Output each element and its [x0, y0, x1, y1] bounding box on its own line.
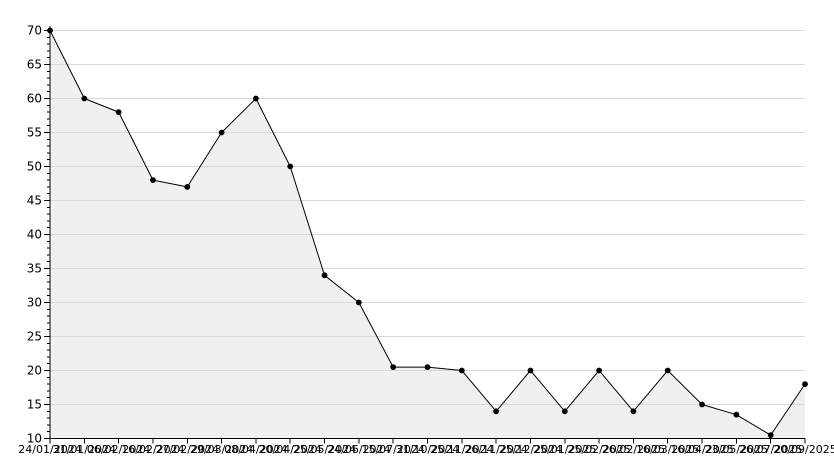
x-axis-label: 25/05/2024 [293, 443, 356, 456]
x-axis-label: 23/05/2025 [705, 443, 768, 456]
x-axis-label: 25/02/2025 [567, 443, 630, 456]
x-axis-label: 31/10/2024 [396, 443, 459, 456]
data-point-marker [561, 408, 568, 415]
data-point-marker [184, 184, 191, 190]
y-axis-label: 20 [27, 364, 42, 378]
data-point-marker [47, 27, 53, 34]
data-point-marker [664, 367, 671, 374]
data-point-marker [493, 408, 500, 415]
x-axis-label: 29/03/2024 [190, 443, 253, 456]
y-axis-label: 30 [27, 296, 42, 310]
x-axis-label: 25/01/2025 [533, 443, 596, 456]
x-axis-label: 27/02/2024 [156, 443, 219, 456]
y-axis-label: 10 [27, 432, 42, 446]
y-axis-label: 55 [27, 126, 42, 140]
data-point-marker [767, 432, 774, 438]
x-axis-label: 20/04/2024 [259, 443, 322, 456]
data-point-marker [321, 272, 328, 279]
y-axis-label: 40 [27, 228, 42, 242]
x-axis-label: 16/02/2024 [121, 443, 184, 456]
data-point-marker [458, 367, 465, 374]
x-axis-label: 24/01/2024 [18, 443, 81, 456]
data-point-marker [424, 364, 431, 370]
x-axis-labels: 24/01/202431/01/202406/02/202416/02/2024… [18, 443, 834, 456]
data-point-marker [699, 401, 705, 408]
x-axis-label: 25/11/2024 [430, 443, 493, 456]
y-axis-label: 45 [27, 194, 42, 208]
x-axis-label: 15/07/2024 [361, 443, 424, 456]
data-point-marker [733, 411, 740, 418]
y-axis-label: 50 [27, 160, 42, 174]
data-point-marker [287, 163, 294, 170]
y-axis-label: 70 [27, 24, 42, 38]
data-point-marker [253, 95, 259, 102]
data-point-marker [527, 367, 534, 374]
x-axis-label: 25/12/2024 [499, 443, 562, 456]
y-axis-label: 15 [27, 398, 42, 412]
data-point-marker [390, 364, 397, 370]
data-point-marker [81, 95, 88, 102]
x-axis-label: 26/11/2024 [464, 443, 527, 456]
x-axis-label: 06/02/2024 [87, 443, 150, 456]
x-axis-label: 26/02/2025 [602, 443, 665, 456]
x-axis-ticks [49, 438, 806, 444]
y-axis-label: 65 [27, 58, 42, 72]
y-axis-label: 25 [27, 330, 42, 344]
data-point-marker [115, 109, 122, 115]
y-axis-labels: 10 15 20 25 30 35 40 45 50 55 60 65 70 [27, 24, 42, 446]
data-point-markers [47, 27, 808, 438]
data-point-marker [630, 408, 637, 415]
x-axis-label: 31/01/2024 [53, 443, 116, 456]
gridlines [50, 30, 805, 405]
axes [49, 26, 805, 439]
x-axis-label: 16/04/2025 [670, 443, 733, 456]
x-axis-label: 16/03/2025 [636, 443, 699, 456]
y-axis-label: 35 [27, 262, 42, 276]
data-point-marker [802, 381, 808, 387]
data-point-marker [150, 177, 156, 184]
data-point-marker [355, 299, 362, 306]
x-axis-label: 08/04/2024 [224, 443, 287, 456]
data-point-marker [218, 129, 225, 136]
x-axis-label: 26/07/2025 [739, 443, 802, 456]
data-point-marker [596, 367, 602, 374]
y-axis-label: 60 [27, 92, 42, 106]
x-axis-label: 20/09/2025 [773, 443, 834, 456]
x-axis-label: 24/06/2024 [327, 443, 390, 456]
